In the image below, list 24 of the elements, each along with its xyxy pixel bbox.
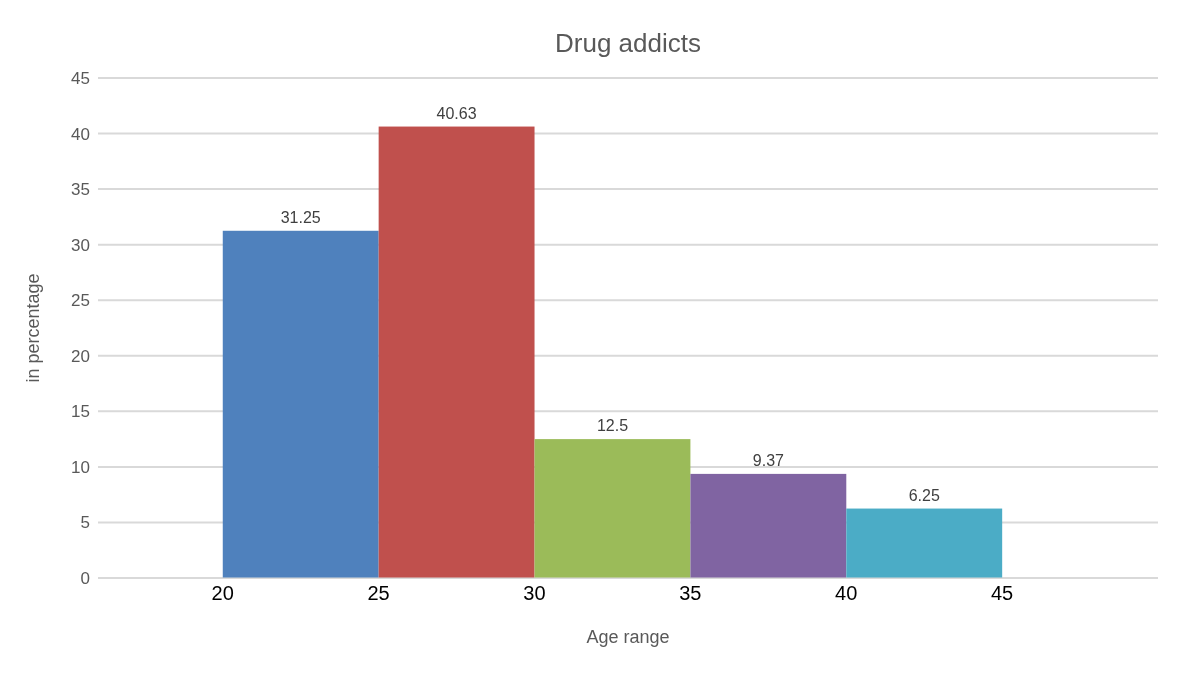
y-tick-label: 35 xyxy=(71,180,90,200)
chart-title: Drug addicts xyxy=(554,28,702,59)
y-tick-label: 20 xyxy=(71,346,90,366)
y-tick-label: 0 xyxy=(80,569,90,589)
y-tick-label: 10 xyxy=(71,457,90,477)
x-tick-label: 30 xyxy=(523,582,546,605)
data-label: 31.25 xyxy=(280,208,321,226)
x-tick-label: 25 xyxy=(367,582,390,605)
y-tick-label: 40 xyxy=(71,124,90,144)
data-label: 9.37 xyxy=(752,451,785,469)
y-tick-label: 25 xyxy=(71,291,90,311)
y-tick-label: 15 xyxy=(71,402,90,422)
y-tick-label: 30 xyxy=(71,235,90,255)
data-label: 12.5 xyxy=(596,417,629,435)
data-label: 6.25 xyxy=(908,486,940,504)
x-axis-title: Age range xyxy=(586,627,670,647)
x-tick-label: 35 xyxy=(679,582,702,605)
x-tick-label: 20 xyxy=(211,582,234,605)
y-axis-title: in percentage xyxy=(23,273,44,383)
data-label: 40.63 xyxy=(436,104,477,122)
x-tick-label: 45 xyxy=(990,582,1014,605)
y-tick-label: 5 xyxy=(80,513,90,533)
y-tick-label: 45 xyxy=(71,69,90,89)
x-tick-label: 40 xyxy=(835,582,858,605)
